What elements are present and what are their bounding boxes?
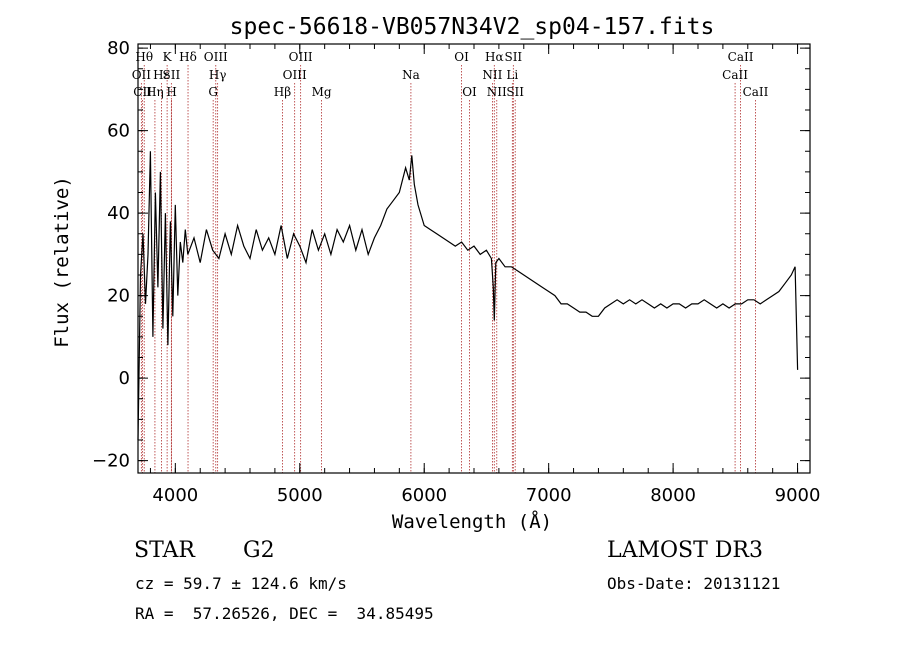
x-tick-label: 5000 — [277, 485, 323, 506]
y-tick-label: 40 — [107, 203, 130, 224]
line-marker-label: OIII — [204, 50, 228, 64]
y-tick-label: −20 — [92, 451, 130, 472]
x-tick-label: 6000 — [401, 485, 447, 506]
line-marker-label: Li — [506, 68, 518, 82]
line-marker-label: Hα — [485, 50, 504, 64]
x-tick-label: 7000 — [526, 485, 572, 506]
line-marker-label: Hδ — [179, 50, 197, 64]
object-class: STAR — [134, 538, 195, 563]
line-marker-group — [140, 65, 756, 473]
line-marker-label: H — [166, 85, 176, 99]
line-marker-label: Hγ — [209, 68, 227, 82]
line-marker-label: OIII — [283, 68, 307, 82]
x-axis-label: Wavelength (Å) — [392, 510, 552, 533]
line-marker-label: OIII — [289, 50, 313, 64]
survey-name: LAMOST DR3 — [607, 538, 763, 563]
line-marker-label: NII — [487, 85, 507, 99]
y-tick-label: 20 — [107, 286, 130, 307]
spectrum-plot: spec-56618-VB057N34V2_sp04-157.fits OII C… — [51, 14, 820, 533]
line-marker-label: SII — [504, 50, 522, 64]
observation-date: Obs-Date: 20131121 — [607, 574, 781, 593]
line-marker-label: Mg — [312, 85, 332, 99]
line-marker-label: Na — [402, 68, 420, 82]
line-marker-label: OII — [132, 68, 152, 82]
line-marker-label: Hε — [153, 68, 170, 82]
x-tick-label: 8000 — [650, 485, 696, 506]
x-tick-label: 4000 — [152, 485, 198, 506]
coordinates-readout: RA = 57.26526, DEC = 34.85495 — [135, 604, 434, 623]
line-marker-label: CaII — [728, 50, 754, 64]
line-marker-label: Hβ — [274, 85, 291, 99]
line-marker-label: CaII — [722, 68, 748, 82]
line-marker-label: Hη — [146, 85, 164, 99]
line-marker-label: CaII — [743, 85, 769, 99]
line-marker-label: NII — [482, 68, 502, 82]
redshift-readout: cz = 59.7 ± 124.6 km/s — [135, 574, 347, 593]
spectrum-line — [137, 151, 799, 441]
line-marker-label: SII — [506, 85, 524, 99]
plot-axes — [137, 43, 811, 474]
line-marker-label: Hθ — [135, 50, 153, 64]
line-marker-label: K — [163, 50, 173, 64]
line-marker-label: SII — [162, 68, 180, 82]
line-marker-label: OI — [462, 85, 477, 99]
y-tick-label: 80 — [107, 38, 130, 59]
y-tick-label: 60 — [107, 121, 130, 142]
x-tick-label: 9000 — [775, 485, 821, 506]
y-tick-label: 0 — [119, 368, 130, 389]
chart-title: spec-56618-VB057N34V2_sp04-157.fits — [230, 14, 715, 40]
plot-frame — [137, 43, 811, 474]
line-marker-label: G — [208, 85, 218, 99]
axis-ticks: 4000 5000 6000 7000 8000 9000 −20 0 20 40 60 80 — [92, 38, 820, 506]
spectral-subclass: G2 — [243, 538, 275, 563]
y-axis-label: Flux (relative) — [51, 176, 73, 348]
line-marker-label: OI — [454, 50, 469, 64]
